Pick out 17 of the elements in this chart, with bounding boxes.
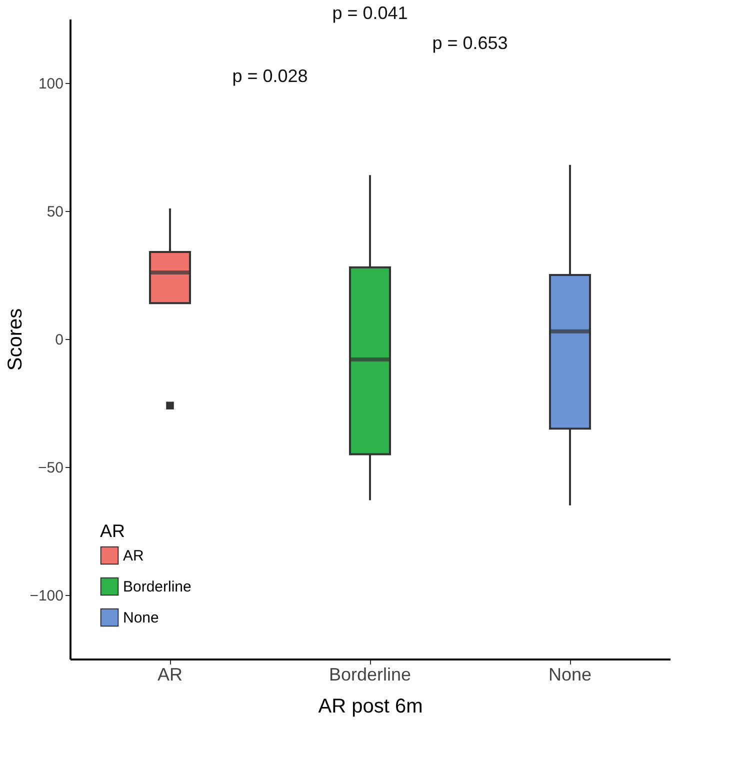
x-axis-title: AR post 6m	[318, 696, 423, 718]
x-tick-label: Borderline	[328, 664, 412, 684]
legend-label: None	[123, 610, 159, 626]
annotation: p = 0.041	[332, 3, 408, 23]
y-tick-label: 100	[38, 76, 64, 92]
annotation: p = 0.028	[232, 66, 308, 86]
y-axis-title: Scores	[4, 308, 27, 371]
y-tick-label: 50	[46, 204, 64, 220]
x-tick-label: None	[548, 664, 592, 684]
y-tick-label: 0	[55, 332, 64, 348]
legend-label: Borderline	[123, 578, 192, 596]
annotation: p = 0.653	[432, 33, 508, 53]
legend-title: AR	[100, 521, 126, 541]
legend-label: AR	[123, 548, 144, 564]
y-tick-label: −50	[38, 460, 64, 476]
x-tick-label: AR	[157, 664, 183, 684]
y-tick-label: −100	[30, 588, 64, 604]
